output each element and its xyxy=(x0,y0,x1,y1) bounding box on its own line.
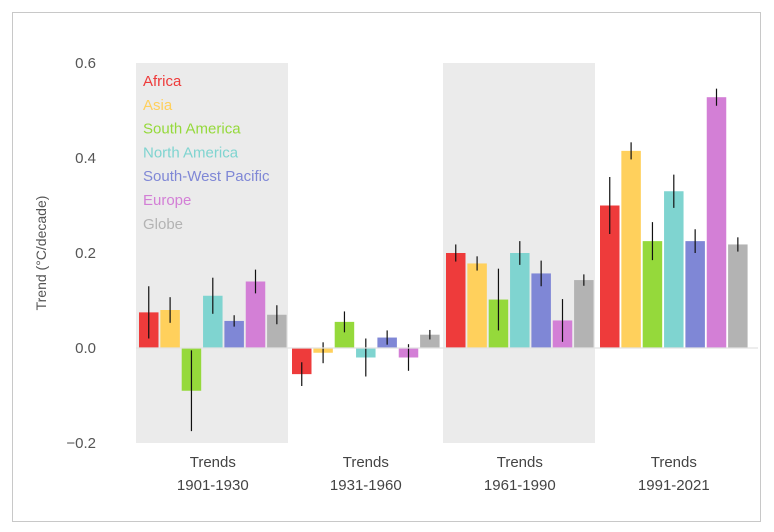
bar-asia-3 xyxy=(621,150,641,348)
legend-entry-globe: Globe xyxy=(143,216,183,233)
legend-entry-africa: Africa xyxy=(143,73,182,90)
bars xyxy=(139,97,748,391)
legend-entry-north-america: North America xyxy=(143,144,239,161)
bar-africa-3 xyxy=(600,205,620,348)
category-label-line1-3: Trends xyxy=(651,454,697,471)
error-bars xyxy=(148,88,739,432)
legend: Africa Asia South America North America Sout… xyxy=(143,73,270,233)
bar-globe-1 xyxy=(420,334,440,348)
legend-entry-south-america: South America xyxy=(143,121,241,138)
bar-globe-2 xyxy=(574,280,594,348)
bar-north-america-2 xyxy=(510,253,530,348)
category-label-line1-1: Trends xyxy=(343,454,389,471)
category-label-line1-2: Trends xyxy=(497,454,543,471)
bar-globe-3 xyxy=(728,244,748,348)
bar-africa-2 xyxy=(446,253,466,348)
y-tick-label: 0.2 xyxy=(75,245,96,262)
bar-africa-1 xyxy=(292,348,312,375)
y-tick-label: 0.0 xyxy=(75,340,96,357)
bar-south-west-pacific-2 xyxy=(531,273,551,348)
bar-north-america-0 xyxy=(203,295,223,348)
bar-europe-3 xyxy=(706,97,727,348)
bar-north-america-3 xyxy=(664,191,684,348)
legend-entry-south-west-pacific: South-West Pacific xyxy=(143,168,270,185)
category-label-line2-0: 1901-1930 xyxy=(177,477,249,494)
bar-south-west-pacific-0 xyxy=(224,320,244,348)
category-label-line2-1: 1931-1960 xyxy=(330,477,402,494)
axes: −0.2 0.0 0.2 0.4 0.6 Trend (°C/decade) Trends 1… xyxy=(33,55,758,494)
category-label-line1-0: Trends xyxy=(190,454,236,471)
bar-globe-0 xyxy=(267,314,287,348)
y-axis-label: Trend (°C/decade) xyxy=(33,196,49,311)
bar-europe-0 xyxy=(245,281,266,348)
bar-asia-2 xyxy=(467,263,487,348)
legend-entry-europe: Europe xyxy=(143,192,191,209)
bar-south-west-pacific-3 xyxy=(685,241,705,348)
bar-south-america-3 xyxy=(642,241,663,348)
y-tick-label: 0.4 xyxy=(75,150,96,167)
category-label-line2-2: 1961-1990 xyxy=(484,477,556,494)
period-shade-0 xyxy=(136,63,288,443)
y-tick-label: 0.6 xyxy=(75,55,96,72)
bar-south-america-1 xyxy=(334,321,355,348)
category-label-line2-3: 1991-2021 xyxy=(638,477,710,494)
legend-entry-asia: Asia xyxy=(143,97,173,114)
bar-asia-0 xyxy=(160,310,180,348)
y-tick-label: −0.2 xyxy=(66,435,96,452)
